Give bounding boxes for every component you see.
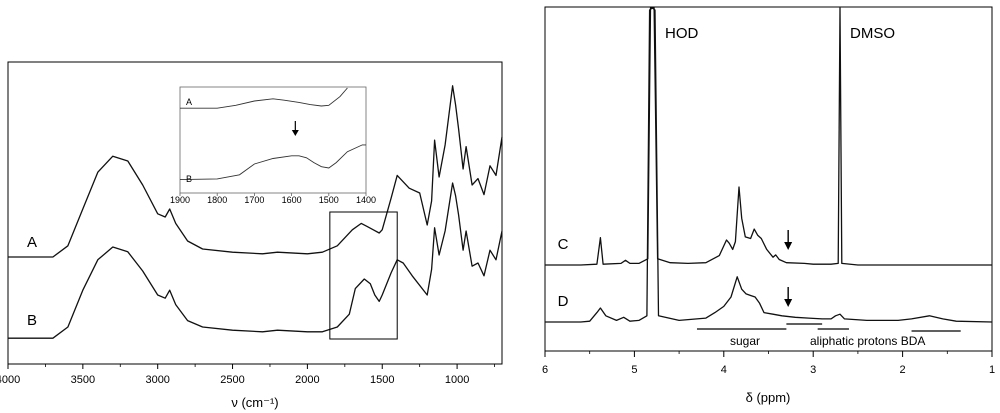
nmr-annotation-dmso: DMSO — [850, 25, 895, 42]
nmr-x-ticks: 6 5 4 3 2 1 — [542, 351, 995, 376]
nmr-x-tick-label: 3 — [810, 364, 816, 376]
ir-inset-tick-label: 1600 — [282, 195, 302, 205]
ir-chart: 4000350030002500200015001000 AB 19001800… — [0, 61, 503, 410]
nmr-series-label: C — [558, 236, 569, 253]
nmr-x-tick-label: 2 — [900, 364, 906, 376]
ir-series-label: A — [27, 234, 37, 251]
nmr-series-d — [545, 7, 993, 323]
nmr-series-c — [545, 7, 992, 266]
ir-inset-x-ticks: 1900 1800 1700 1600 1500 1400 — [170, 193, 376, 205]
nmr-arrow-head — [784, 299, 793, 307]
nmr-range-bars — [696, 323, 961, 332]
ir-plot-frame — [7, 61, 503, 365]
nmr-series-label: D — [558, 293, 569, 310]
ir-x-ticks: 4000 3500 3000 2500 2000 1500 1000 — [0, 364, 495, 386]
ir-inset: 1900 1800 1700 1600 1500 1400 AB — [170, 86, 376, 205]
ir-series-a — [8, 85, 503, 258]
nmr-traces: CD — [545, 7, 993, 323]
ir-x-tick-label: 2500 — [220, 374, 244, 386]
ir-x-tick-label: 4000 — [0, 374, 20, 386]
nmr-x-axis-label: δ (ppm) — [746, 390, 791, 405]
ir-inset-arrow — [291, 121, 299, 136]
ir-traces: AB — [8, 85, 503, 339]
nmr-annotation-aliphatic: aliphatic protons BDA — [810, 334, 925, 348]
nmr-x-tick-label: 1 — [989, 364, 995, 376]
ir-inset-arrow-head — [291, 130, 299, 136]
ir-x-tick-label: 1500 — [370, 374, 394, 386]
ir-inset-tick-label: 1800 — [207, 195, 227, 205]
ir-x-tick-label: 1000 — [445, 374, 469, 386]
nmr-x-tick-label: 6 — [542, 364, 548, 376]
ir-inset-tick-label: 1400 — [356, 195, 376, 205]
nmr-arrow — [784, 230, 793, 307]
ir-inset-tick-label: 1900 — [170, 195, 190, 205]
ir-highlight-box — [329, 211, 398, 340]
ir-inset-traces: AB — [179, 87, 366, 184]
ir-inset-series-label: B — [186, 174, 192, 184]
ir-x-axis-label: ν (cm⁻¹) — [231, 395, 278, 410]
ir-inset-series-label: A — [186, 97, 192, 107]
nmr-x-tick-label: 4 — [721, 364, 727, 376]
nmr-plot-frame — [544, 6, 993, 352]
nmr-annotation-sugar: sugar — [730, 334, 760, 348]
ir-x-tick-label: 3500 — [71, 374, 95, 386]
nmr-arrow-head — [784, 242, 793, 250]
ir-inset-frame — [179, 86, 367, 194]
ir-x-tick-label: 3000 — [145, 374, 169, 386]
ir-inset-tick-label: 1500 — [319, 195, 339, 205]
ir-inset-series-a — [180, 87, 348, 109]
ir-series-label: B — [27, 312, 37, 329]
nmr-annotation-hod: HOD — [665, 25, 699, 42]
ir-x-tick-label: 2000 — [295, 374, 319, 386]
ir-series-b — [8, 182, 503, 339]
ir-inset-tick-label: 1700 — [244, 195, 264, 205]
ir-inset-series-b — [179, 144, 366, 181]
nmr-x-tick-label: 5 — [631, 364, 637, 376]
